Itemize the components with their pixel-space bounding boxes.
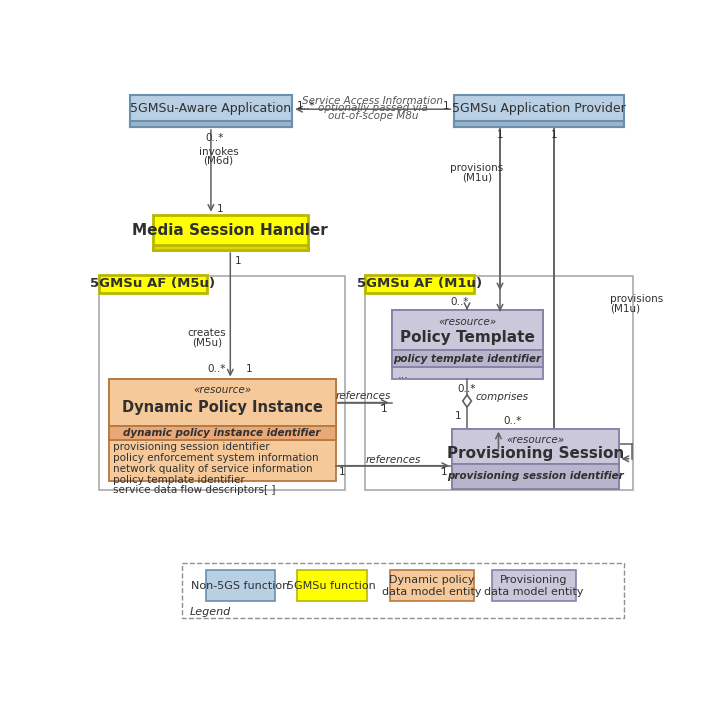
Text: 5GMSu AF (M1u): 5GMSu AF (M1u) — [357, 277, 482, 291]
Text: provisions: provisions — [450, 164, 503, 173]
Text: Provisioning Session: Provisioning Session — [447, 446, 624, 461]
Polygon shape — [463, 395, 471, 407]
Text: 1: 1 — [443, 101, 449, 111]
Text: Provisioning: Provisioning — [501, 574, 568, 584]
Bar — [365, 274, 473, 293]
Text: references: references — [336, 391, 391, 402]
Text: 1: 1 — [441, 467, 448, 477]
Text: data model entity: data model entity — [484, 587, 584, 597]
Text: dynamic policy instance identifier: dynamic policy instance identifier — [124, 427, 321, 437]
Text: optionally passed via: optionally passed via — [318, 103, 428, 114]
Text: provisions: provisions — [610, 294, 663, 304]
Bar — [109, 380, 336, 481]
Text: 0..*: 0..* — [458, 384, 476, 394]
Text: 1: 1 — [217, 203, 223, 213]
Text: Media Session Handler: Media Session Handler — [132, 223, 328, 237]
Text: comprises: comprises — [476, 392, 528, 402]
Text: 1: 1 — [551, 129, 558, 139]
Bar — [452, 429, 618, 488]
FancyBboxPatch shape — [182, 562, 624, 618]
Text: policy template identifier: policy template identifier — [393, 353, 541, 363]
Text: Dynamic Policy Instance: Dynamic Policy Instance — [121, 400, 323, 415]
Text: invokes: invokes — [198, 146, 238, 156]
Text: 1: 1 — [338, 467, 345, 477]
Text: creates: creates — [188, 328, 226, 338]
Bar — [129, 121, 292, 127]
Bar — [365, 277, 633, 491]
Text: 1: 1 — [381, 404, 387, 414]
Text: 5GMSu Application Provider: 5GMSu Application Provider — [452, 102, 625, 115]
Bar — [391, 310, 543, 380]
Text: 1: 1 — [235, 256, 241, 266]
Text: Policy Template: Policy Template — [400, 330, 535, 345]
Text: 5GMSu function: 5GMSu function — [288, 581, 376, 591]
Text: 1..*: 1..* — [297, 101, 316, 111]
Bar — [129, 95, 292, 127]
Text: references: references — [366, 454, 421, 464]
Text: 5GMSu AF (M5u): 5GMSu AF (M5u) — [90, 277, 216, 291]
Bar — [390, 570, 473, 602]
Text: ...: ... — [398, 370, 408, 380]
Bar — [452, 429, 618, 464]
Text: 1: 1 — [497, 129, 503, 139]
Bar — [153, 215, 308, 250]
Text: provisioning session identifier: provisioning session identifier — [114, 442, 270, 452]
Text: service data flow descriptors[ ]: service data flow descriptors[ ] — [114, 486, 276, 496]
Text: (M1u): (M1u) — [462, 173, 492, 183]
Bar — [453, 121, 624, 127]
Text: 1: 1 — [246, 364, 252, 374]
Text: 1: 1 — [454, 412, 461, 422]
Text: policy enforcement system information: policy enforcement system information — [114, 453, 319, 463]
Text: out-of-scope M8u: out-of-scope M8u — [328, 111, 418, 121]
Text: Non-5GS function: Non-5GS function — [191, 581, 289, 591]
Text: data model entity: data model entity — [382, 587, 481, 597]
Text: provisioning session identifier: provisioning session identifier — [447, 471, 623, 481]
Bar — [206, 570, 276, 602]
Text: 0..*: 0..* — [503, 416, 522, 426]
Bar — [109, 426, 336, 439]
Text: Legend: Legend — [190, 607, 231, 617]
Text: «resource»: «resource» — [506, 434, 564, 444]
Text: «resource»: «resource» — [438, 316, 496, 327]
Text: Dynamic policy: Dynamic policy — [389, 574, 475, 584]
Bar — [391, 351, 543, 367]
Bar — [492, 570, 576, 602]
Text: 5GMSu-Aware Application: 5GMSu-Aware Application — [131, 102, 291, 115]
Text: 0..*: 0..* — [450, 297, 468, 307]
Bar — [153, 245, 308, 250]
Text: (M1u): (M1u) — [610, 304, 640, 314]
Text: policy template identifier: policy template identifier — [114, 474, 245, 485]
Text: network quality of service information: network quality of service information — [114, 464, 313, 474]
Text: «resource»: «resource» — [193, 385, 251, 395]
Text: (M6d): (M6d) — [203, 156, 233, 166]
Text: (M5u): (M5u) — [192, 338, 222, 348]
Bar — [297, 570, 367, 602]
Bar — [452, 464, 618, 488]
Bar — [99, 277, 345, 491]
Bar — [109, 380, 336, 426]
Text: 0..*: 0..* — [207, 364, 226, 374]
Bar — [99, 274, 207, 293]
Bar — [453, 95, 624, 127]
Text: Service Access Information: Service Access Information — [303, 96, 443, 106]
Bar — [391, 310, 543, 351]
Text: 0..*: 0..* — [206, 133, 224, 143]
